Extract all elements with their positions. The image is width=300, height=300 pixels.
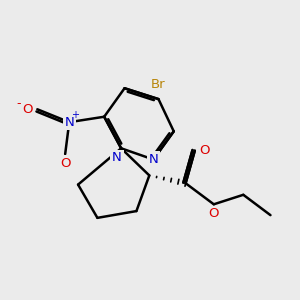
Text: O: O: [199, 144, 209, 157]
Text: O: O: [22, 103, 33, 116]
Text: N: N: [148, 153, 158, 166]
Text: N: N: [112, 151, 122, 164]
Text: O: O: [208, 207, 219, 220]
Text: Br: Br: [151, 78, 166, 91]
Text: -: -: [16, 97, 21, 110]
Text: +: +: [71, 110, 79, 120]
Text: N: N: [64, 116, 74, 129]
Text: O: O: [60, 157, 70, 170]
